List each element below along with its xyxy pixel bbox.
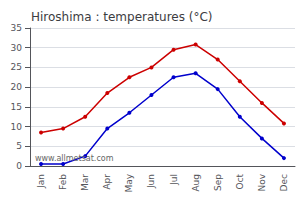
svg-text:Apr: Apr: [102, 174, 112, 190]
svg-text:Hiroshima : temperatures (°C): Hiroshima : temperatures (°C): [31, 10, 213, 24]
svg-text:May: May: [124, 173, 134, 192]
svg-text:Oct: Oct: [235, 174, 245, 190]
svg-text:Jun: Jun: [146, 174, 156, 189]
svg-text:Feb: Feb: [58, 174, 68, 190]
svg-text:20: 20: [11, 82, 23, 92]
svg-text:30: 30: [11, 43, 23, 53]
svg-text:Dec: Dec: [279, 174, 289, 191]
svg-text:Sep: Sep: [213, 174, 223, 191]
svg-text:www.allmetsat.com: www.allmetsat.com: [35, 154, 114, 163]
svg-text:0: 0: [16, 161, 22, 171]
svg-text:5: 5: [16, 141, 22, 151]
svg-text:Jan: Jan: [36, 174, 46, 189]
svg-text:15: 15: [11, 102, 22, 112]
svg-text:25: 25: [11, 62, 22, 72]
svg-text:Mar: Mar: [80, 174, 90, 191]
svg-text:35: 35: [11, 23, 22, 33]
svg-text:Nov: Nov: [257, 173, 267, 191]
svg-text:10: 10: [11, 122, 23, 132]
svg-text:Aug: Aug: [191, 174, 201, 192]
svg-text:Jul: Jul: [169, 174, 179, 186]
